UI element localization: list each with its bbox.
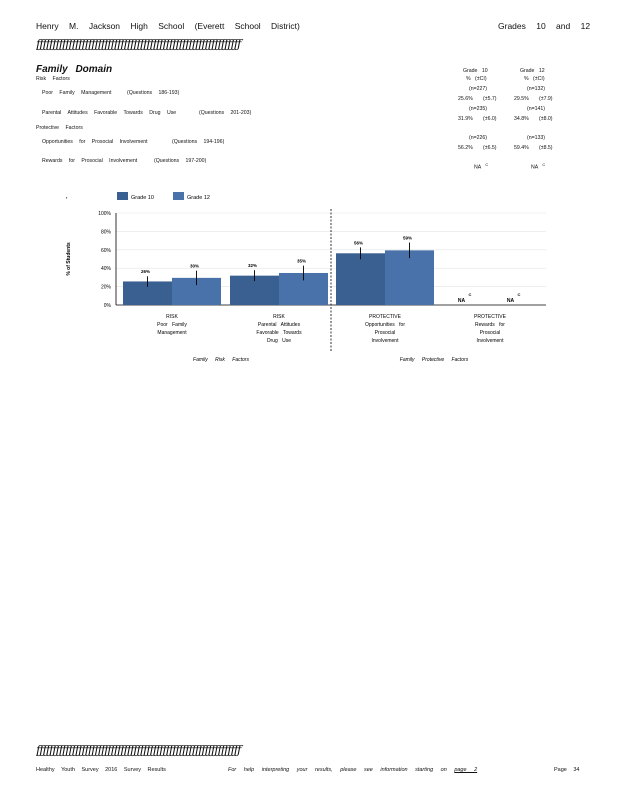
footer-page-link[interactable]: page 2 xyxy=(454,767,478,773)
na-mark: C xyxy=(518,292,521,297)
data-label: 56% xyxy=(354,240,363,245)
row-questions: (Questions 201-203) xyxy=(199,110,252,116)
category-label: Management xyxy=(157,330,187,336)
legend-swatch xyxy=(173,192,184,200)
bar xyxy=(123,281,172,305)
g10-pct: 56.2% xyxy=(458,145,473,151)
g10-pct: 31.9% xyxy=(458,116,473,122)
g10-n: (n=227) xyxy=(469,86,488,92)
g10-ci: (±6.5) xyxy=(483,145,497,151)
g10-n: (n=226) xyxy=(469,135,488,141)
g12-n: (n=132) xyxy=(527,86,546,92)
category-label: Rewards for xyxy=(475,322,505,328)
chart-root: Grade 10 Grade 12 ▪ % of Students 0% 20% 40% 60… xyxy=(66,192,546,363)
col-g10-sub: % (±CI) xyxy=(466,76,487,82)
y-tick-label: 0% xyxy=(104,303,112,309)
legend-label: Grade 12 xyxy=(187,195,210,201)
y-axis-label: % of Students xyxy=(66,242,72,276)
category-label: Prosocial xyxy=(480,330,501,336)
g12-n: (n=141) xyxy=(527,106,546,112)
g10-ci: (±6.0) xyxy=(483,116,497,122)
category-label: Involvement xyxy=(477,338,505,344)
legend-label: Grade 10 xyxy=(131,195,154,201)
row-questions: (Questions 186-193) xyxy=(127,90,180,96)
data-label: 35% xyxy=(297,259,306,264)
legend-swatch xyxy=(117,192,128,200)
group-label-protective: Family Protective Factors xyxy=(400,357,469,363)
na-label: NA xyxy=(458,298,466,304)
g10-na: NA C xyxy=(474,162,489,171)
g12-pct: 29.5% xyxy=(514,96,529,102)
category-label: Prosocial xyxy=(375,330,396,336)
col-g12-sub: % (±CI) xyxy=(524,76,545,82)
row-questions: (Questions 194-196) xyxy=(172,139,225,145)
row-label: Rewards for Prosocial Involvement xyxy=(42,158,138,164)
footer-help-text: For help interpreting your results, plea… xyxy=(228,767,447,773)
row-questions: (Questions 197-200) xyxy=(154,158,207,164)
header-rule: ƒƒƒƒƒƒƒƒƒƒƒƒƒƒƒƒƒƒƒƒƒƒƒƒƒƒƒƒƒƒƒƒƒƒƒƒƒƒƒƒ… xyxy=(36,37,241,51)
bar xyxy=(385,250,434,305)
data-label: 30% xyxy=(190,264,199,269)
category-label: Involvement xyxy=(372,338,400,344)
school-name: Henry M. Jackson High School (Everett Sc… xyxy=(36,21,300,31)
col-g12-label: Grade 12 xyxy=(520,68,545,74)
row-label: Opportunities for Prosocial Involvement xyxy=(42,139,148,145)
na-label: NA xyxy=(507,298,515,304)
category-label: Opportunities for xyxy=(365,322,405,328)
g12-ci: (±8.0) xyxy=(539,116,553,122)
g12-na: NA C xyxy=(531,162,546,171)
y-tick-label: 60% xyxy=(101,248,112,254)
bar xyxy=(336,253,385,305)
category-label: Drug Use xyxy=(267,338,291,344)
data-label: 59% xyxy=(403,236,412,241)
category-label: Parental Attitudes xyxy=(258,322,301,328)
g10-pct: 25.6% xyxy=(458,96,473,102)
group-label-risk: Family Risk Factors xyxy=(193,357,249,363)
y-tick-label: 40% xyxy=(101,266,112,272)
grades-label: Grades 10 and 12 xyxy=(498,21,591,31)
data-label: 32% xyxy=(248,263,257,268)
na-mark: C xyxy=(469,292,472,297)
row-label: Poor Family Management xyxy=(42,90,112,96)
g12-pct: 59.4% xyxy=(514,145,529,151)
col-g10-label: Grade 10 xyxy=(463,68,488,74)
risk-heading: Risk Factors xyxy=(36,76,70,82)
footer-left: Healthy Youth Survey 2016 Survey Results xyxy=(36,767,166,773)
g10-ci: (±5.7) xyxy=(483,96,497,102)
category-label: Favorable Towards xyxy=(256,330,302,336)
g12-ci: (±8.5) xyxy=(539,145,553,151)
legend-marker: ▪ xyxy=(66,195,68,200)
category-label: RISK xyxy=(273,314,285,320)
y-tick-label: 100% xyxy=(98,211,111,217)
y-tick-label: 20% xyxy=(101,285,112,291)
footer-page-number: Page 34 xyxy=(554,767,580,773)
protective-heading: Protective Factors xyxy=(36,125,83,131)
row-label: Parental Attitudes Favorable Towards Dru… xyxy=(42,110,177,116)
category-label: PROTECTIVE xyxy=(369,314,402,320)
category-label: PROTECTIVE xyxy=(474,314,507,320)
category-label: Poor Family xyxy=(157,322,187,328)
data-label: 26% xyxy=(141,269,150,274)
category-label: RISK xyxy=(166,314,178,320)
g12-pct: 34.8% xyxy=(514,116,529,122)
g12-ci: (±7.9) xyxy=(539,96,553,102)
footer-help: For help interpreting your results, plea… xyxy=(228,767,477,773)
bar-chart: Grade 10 Grade 12 ▪ % of Students 0% 20% 40% 60… xyxy=(66,192,546,363)
footer-rule: ƒƒƒƒƒƒƒƒƒƒƒƒƒƒƒƒƒƒƒƒƒƒƒƒƒƒƒƒƒƒƒƒƒƒƒƒƒƒƒƒ… xyxy=(36,743,241,757)
g10-n: (n=235) xyxy=(469,106,488,112)
y-tick-label: 80% xyxy=(101,229,112,235)
domain-title: Family Domain xyxy=(36,64,113,75)
g12-n: (n=133) xyxy=(527,135,546,141)
